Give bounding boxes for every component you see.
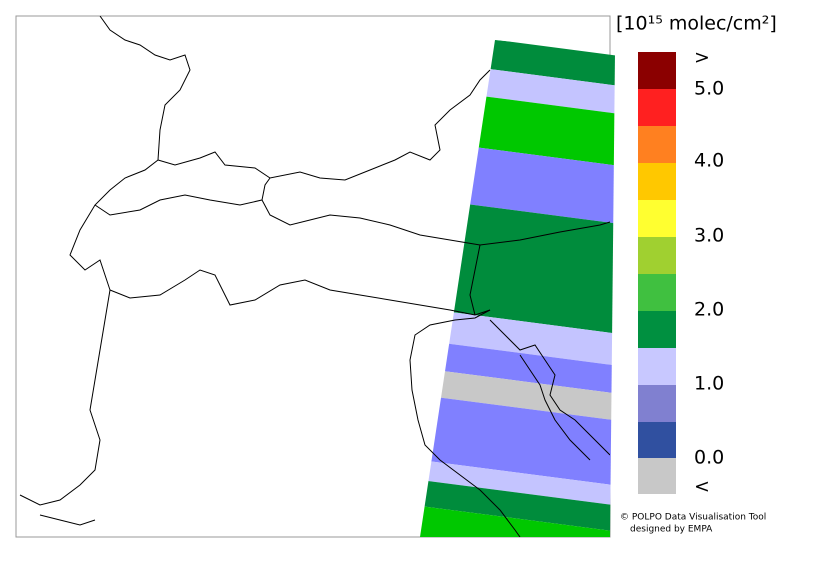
coastline bbox=[39, 514, 96, 526]
color-swatch bbox=[638, 385, 676, 422]
coastline bbox=[489, 319, 610, 456]
legend-label: 3.0 bbox=[694, 225, 724, 247]
color-swatch bbox=[638, 200, 676, 237]
color-swatch bbox=[638, 89, 676, 126]
color-swatch bbox=[638, 126, 676, 163]
legend-label: 4.0 bbox=[694, 150, 724, 172]
color-swatch bbox=[638, 348, 676, 385]
swath-band bbox=[420, 365, 615, 423]
border-line bbox=[109, 269, 491, 316]
swath-band bbox=[420, 337, 615, 396]
credit: © POLPO Data Visualisation Tool bbox=[620, 513, 766, 523]
color-swatch bbox=[638, 311, 676, 348]
coastline bbox=[519, 354, 591, 461]
swath-band bbox=[420, 477, 615, 534]
coastline bbox=[409, 309, 521, 537]
color-swatch bbox=[638, 237, 676, 274]
legend-label: 5.0 bbox=[694, 78, 724, 100]
legend-label: 1.0 bbox=[694, 373, 724, 395]
color-swatch bbox=[638, 274, 676, 311]
border-line bbox=[157, 69, 491, 181]
swath-band bbox=[420, 392, 615, 488]
satellite-swath bbox=[420, 40, 615, 537]
border-line bbox=[261, 177, 271, 201]
swath-band bbox=[420, 457, 615, 508]
border-line bbox=[94, 194, 610, 246]
colorbar bbox=[638, 52, 676, 494]
color-swatch bbox=[638, 163, 676, 200]
borders bbox=[19, 16, 610, 537]
legend-unit: [10¹⁵ molec/cm²] bbox=[616, 13, 777, 35]
color-swatch bbox=[638, 52, 676, 89]
color-swatch bbox=[638, 422, 676, 458]
legend-label: 0.0 bbox=[694, 447, 724, 469]
legend-label: < bbox=[694, 476, 710, 498]
legend-label: 2.0 bbox=[694, 299, 724, 321]
legend-label: > bbox=[694, 47, 710, 69]
credit: designed by EMPA bbox=[630, 525, 713, 535]
swath-band bbox=[420, 305, 615, 368]
border-line bbox=[469, 244, 481, 316]
color-swatch bbox=[638, 458, 676, 494]
swath-band bbox=[420, 503, 615, 537]
